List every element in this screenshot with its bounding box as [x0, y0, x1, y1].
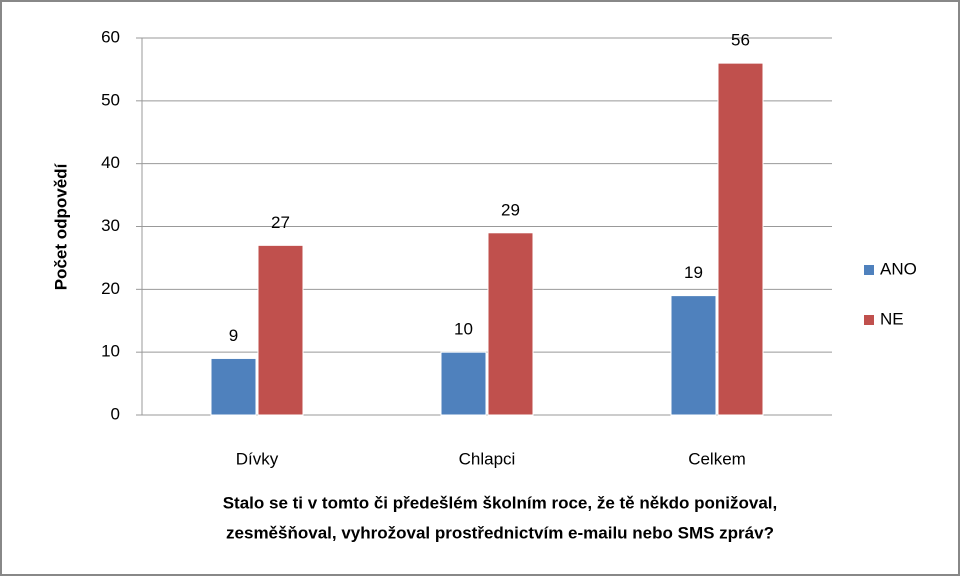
y-tick-label: 0 [111, 404, 120, 423]
y-tick-label: 30 [101, 216, 120, 235]
bar [257, 244, 304, 416]
legend-label: ANO [880, 259, 917, 278]
data-label: 9 [229, 326, 238, 345]
data-label: 27 [271, 213, 290, 232]
y-tick-label: 60 [101, 27, 120, 46]
x-axis-label: Stalo se ti v tomto či předešlém školním… [223, 493, 778, 512]
legend-label: NE [880, 309, 904, 328]
bar [210, 357, 257, 416]
x-tick-label: Dívky [236, 449, 279, 468]
bar [670, 295, 717, 416]
bar [487, 232, 534, 416]
x-axis-label: zesměšňoval, vyhrožoval prostřednictvím … [226, 523, 774, 542]
y-axis-label: Počet odpovědí [51, 162, 70, 290]
data-label: 19 [684, 263, 703, 282]
y-tick-label: 50 [101, 90, 120, 109]
legend-swatch [864, 265, 874, 275]
bar [440, 351, 487, 416]
data-label: 56 [731, 31, 750, 50]
bar [717, 62, 764, 416]
y-tick-label: 10 [101, 342, 120, 361]
x-tick-label: Celkem [688, 449, 746, 468]
y-tick-label: 20 [101, 279, 120, 298]
y-tick-label: 40 [101, 153, 120, 172]
legend-swatch [864, 315, 874, 325]
data-label: 10 [454, 320, 473, 339]
data-label: 29 [501, 200, 520, 219]
x-tick-label: Chlapci [459, 449, 516, 468]
